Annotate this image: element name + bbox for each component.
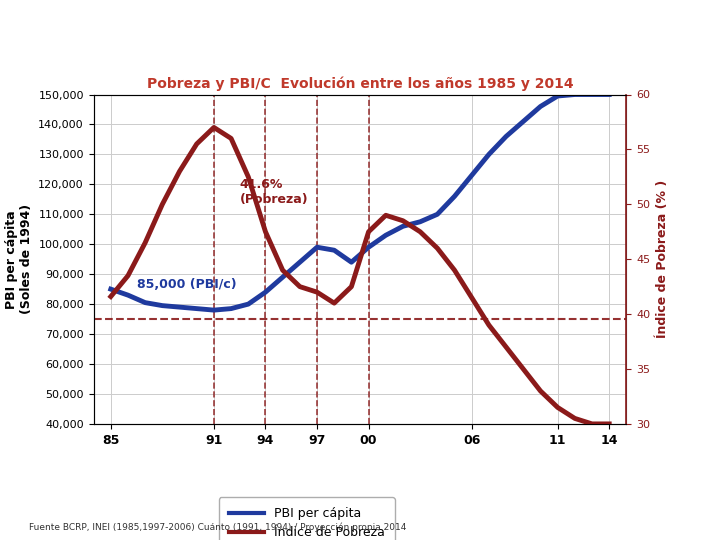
- Y-axis label: Índice de Pobreza (% ): Índice de Pobreza (% ): [656, 180, 669, 339]
- Text: 41.6%
(Pobreza): 41.6% (Pobreza): [240, 178, 308, 206]
- Text: Pobreza y PBI/C  Evolución entre los años 1985 y 2014: Pobreza y PBI/C Evolución entre los años…: [147, 77, 573, 91]
- Legend: PBI per cápita, Índice de Pobreza: PBI per cápita, Índice de Pobreza: [219, 497, 395, 540]
- Y-axis label: PBI per cápita
(Soles de 1994): PBI per cápita (Soles de 1994): [5, 204, 32, 314]
- Text: 85,000 (PBI/c): 85,000 (PBI/c): [137, 278, 236, 291]
- Text: Fuente BCRP, INEI (1985,1997-2006) Cuánto (1991, 1994) / Proyección propia 2014: Fuente BCRP, INEI (1985,1997-2006) Cuánt…: [29, 522, 406, 532]
- Text: Impactos del centralismo en el país: Impactos del centralismo en el país: [68, 17, 652, 45]
